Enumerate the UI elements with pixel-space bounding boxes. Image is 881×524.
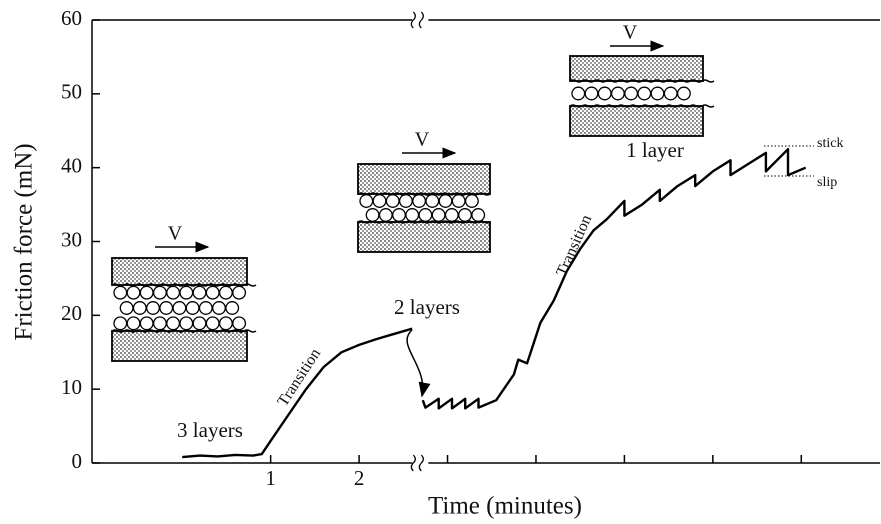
surface-edge [569,79,715,83]
molecule [198,301,213,315]
molecule [464,194,479,208]
molecule [431,208,446,222]
molecule [166,316,181,331]
axis-break [418,454,424,472]
molecule [444,208,459,222]
molecule [139,285,154,300]
top-surface [111,257,248,286]
molecule [637,86,652,101]
molecule [126,285,141,300]
x-axis-title: Time (minutes) [428,493,582,520]
y-tick-label: 50 [61,80,82,104]
molecule [159,301,174,315]
top-surface [357,163,491,195]
molecule [113,316,128,331]
molecule [412,194,427,208]
molecule [119,301,134,315]
annotation: stick [817,136,843,151]
molecule [597,86,612,101]
bottom-surface [569,105,704,137]
surface-edge [111,283,257,287]
molecule [126,316,141,331]
molecule [610,86,625,101]
annotation: 1 layer [626,138,684,162]
y-axis-title: Friction force (mN) [11,143,38,340]
annotation: slip [817,175,837,190]
molecule [152,316,167,331]
x-tick-label: 1 [265,466,276,490]
molecule [676,86,691,101]
surface-edge [569,104,715,108]
y-tick-label: 40 [61,153,82,177]
top-surface [569,55,704,82]
molecule [179,285,194,300]
annotation: 3 layers [177,418,243,442]
y-tick-label: 20 [61,301,82,325]
molecule [385,194,400,208]
molecule [192,316,207,331]
pointer-arrow [406,329,431,398]
molecule [232,316,247,331]
molecule [225,301,240,315]
molecule [425,194,440,208]
surface-edge [111,329,257,333]
molecule [205,285,220,300]
molecule [458,208,472,222]
diagrams: V V V [111,22,715,362]
y-tick-label: 30 [61,227,82,251]
molecule [584,86,599,101]
bottom-surface [357,221,491,253]
molecule [663,86,678,101]
molecule [212,301,226,315]
molecule [418,208,433,222]
molecule [218,285,233,300]
molecule [113,285,128,300]
axis-break [418,11,424,29]
molecule [172,301,187,315]
velocity-label: V [168,223,183,245]
molecule [359,194,374,208]
y-tick-label: 60 [61,6,82,30]
molecule [438,194,453,208]
velocity-label: V [415,129,430,151]
molecule [650,86,665,101]
axis-break [410,11,416,29]
molecule [378,208,393,222]
molecule [139,316,154,331]
molecule [398,194,413,208]
molecule [146,301,160,315]
molecule [179,316,194,331]
y-tick-label: 10 [61,375,82,399]
bottom-surface [111,330,248,362]
velocity-label: V [623,22,638,44]
molecule [571,86,586,101]
axis-break [410,454,416,472]
molecule [205,316,220,331]
molecule [392,208,406,222]
data-line [182,148,807,459]
molecule [232,285,247,300]
molecule [624,86,639,101]
x-tick-label: 2 [354,466,365,490]
molecule [451,194,466,208]
annotation: 2 layers [394,295,460,319]
annotation: Transition [553,212,595,278]
molecule [152,285,167,300]
molecule [365,208,380,222]
molecule [132,301,147,315]
molecule [405,208,420,222]
molecule [166,285,181,300]
y-tick-label: 0 [72,449,83,473]
molecule [372,194,387,208]
molecule [218,316,233,331]
molecule [192,285,207,300]
molecule [185,301,200,315]
molecule [471,208,486,222]
